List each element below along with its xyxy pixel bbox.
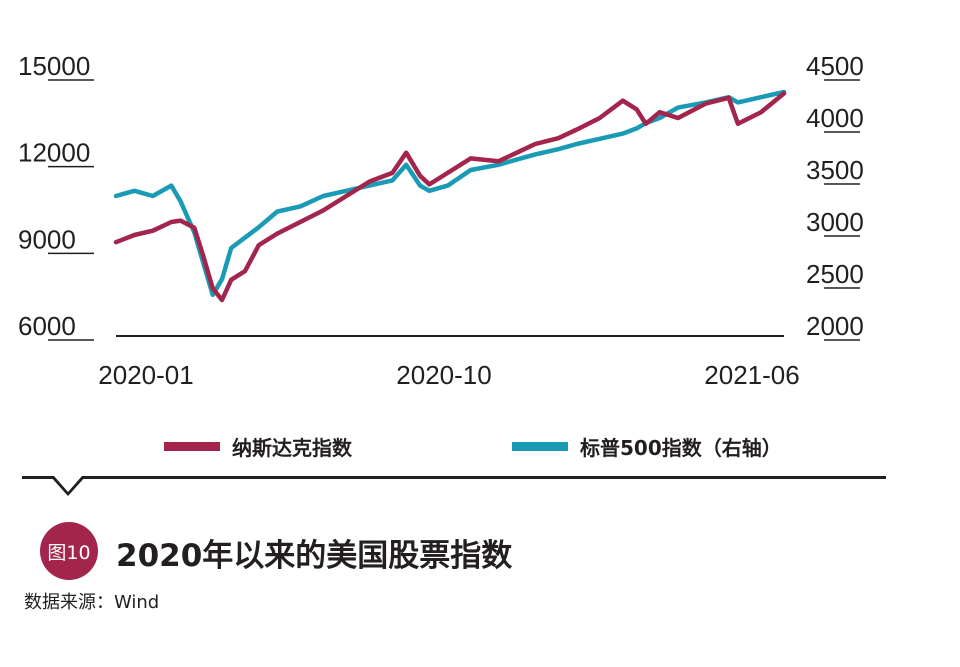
data-source: 数据来源：Wind xyxy=(24,592,160,613)
legend-label-sp500: 标普500指数（右轴） xyxy=(580,436,782,460)
y-right-tick-label: 4000 xyxy=(806,103,864,133)
y-left-tick-label: 15000 xyxy=(18,51,90,81)
chart-title: 2020年以来的美国股票指数 xyxy=(116,538,513,574)
y-right-tick-label: 3500 xyxy=(806,155,864,185)
legend-nasdaq: 纳斯达克指数 xyxy=(164,432,352,461)
y-right-tick-label: 2000 xyxy=(806,311,864,341)
y-left-tick-label: 9000 xyxy=(18,224,76,254)
y-right-tick-label: 2500 xyxy=(806,259,864,289)
x-tick-label: 2020-10 xyxy=(396,360,491,390)
figure-label: 图10 xyxy=(47,541,91,564)
series-line-sp500 xyxy=(113,89,787,298)
figure-badge: 图10 xyxy=(40,522,98,580)
x-axis: 2020-01 2020-10 2021-06 xyxy=(98,360,799,390)
y-axis-right: 4500 4000 3500 3000 2500 2000 xyxy=(806,51,864,341)
y-right-tick-label: 4500 xyxy=(806,51,864,81)
legend-label-nasdaq: 纳斯达克指数 xyxy=(232,436,352,460)
legend-swatch-sp500 xyxy=(512,442,568,451)
divider-line xyxy=(22,476,886,479)
divider-notch-inner xyxy=(54,476,82,492)
series-line-nasdaq xyxy=(113,91,787,303)
legend-sp500: 标普500指数（右轴） xyxy=(512,432,782,461)
x-tick-label: 2021-06 xyxy=(704,360,799,390)
y-left-tick-label: 12000 xyxy=(18,138,90,168)
plot-area xyxy=(113,89,787,303)
legend-swatch-nasdaq xyxy=(164,442,220,451)
chart: 15000 12000 9000 6000 4500 4000 3500 3000 2500 2… xyxy=(18,51,864,390)
x-tick-label: 2020-01 xyxy=(98,360,193,390)
y-axis-left: 15000 12000 9000 6000 xyxy=(18,51,94,341)
y-left-tick-label: 6000 xyxy=(18,311,76,341)
y-right-tick-label: 3000 xyxy=(806,207,864,237)
